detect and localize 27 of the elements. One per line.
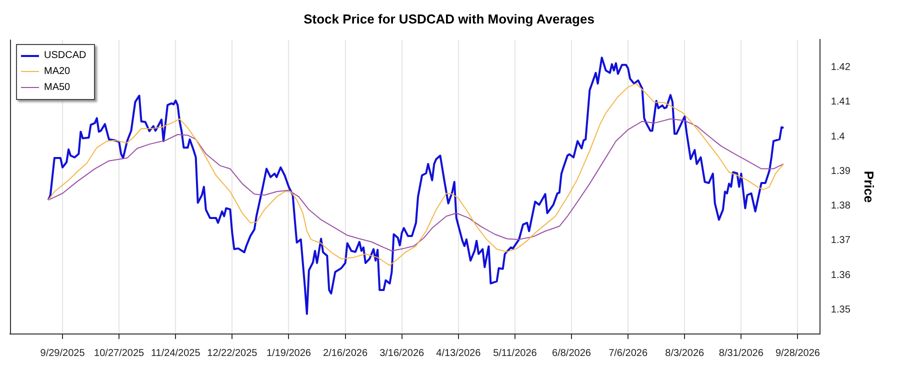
x-tick-label: 9/28/2026 bbox=[775, 348, 820, 359]
y-tick-label: 1.37 bbox=[830, 235, 851, 246]
legend-label: USDCAD bbox=[44, 48, 86, 63]
y-tick-label: 1.38 bbox=[830, 200, 851, 212]
x-tick-label: 3/16/2026 bbox=[380, 348, 425, 359]
x-tick-label: 5/11/2026 bbox=[493, 348, 538, 359]
legend-label: MA50 bbox=[44, 80, 70, 95]
y-tick-label: 1.41 bbox=[830, 96, 851, 108]
x-tick-label: 4/13/2026 bbox=[436, 348, 482, 359]
chart-title: Stock Price for USDCAD with Moving Averages bbox=[304, 11, 594, 26]
x-tick-label: 2/16/2026 bbox=[323, 348, 368, 359]
y-tick-label: 1.39 bbox=[830, 166, 851, 177]
legend-label: MA20 bbox=[44, 64, 70, 79]
y-tick-label: 1.36 bbox=[830, 270, 851, 281]
x-tick-label: 6/8/2026 bbox=[552, 348, 592, 359]
x-tick-label: 12/22/2025 bbox=[207, 348, 258, 359]
y-tick-label: 1.35 bbox=[830, 304, 851, 316]
y-axis-title: Price bbox=[862, 170, 877, 203]
x-tick-label: 8/31/2026 bbox=[718, 348, 764, 359]
x-tick-label: 7/6/2026 bbox=[608, 348, 648, 359]
x-tick-label: 9/29/2025 bbox=[40, 348, 86, 359]
x-tick-label: 8/3/2026 bbox=[665, 348, 705, 359]
y-tick-label: 1.42 bbox=[830, 62, 851, 74]
x-tick-label: 10/27/2025 bbox=[94, 348, 145, 359]
x-tick-label: 1/19/2026 bbox=[266, 348, 312, 359]
x-tick-label: 11/24/2025 bbox=[150, 348, 201, 359]
y-tick-label: 1.4 bbox=[830, 131, 846, 142]
